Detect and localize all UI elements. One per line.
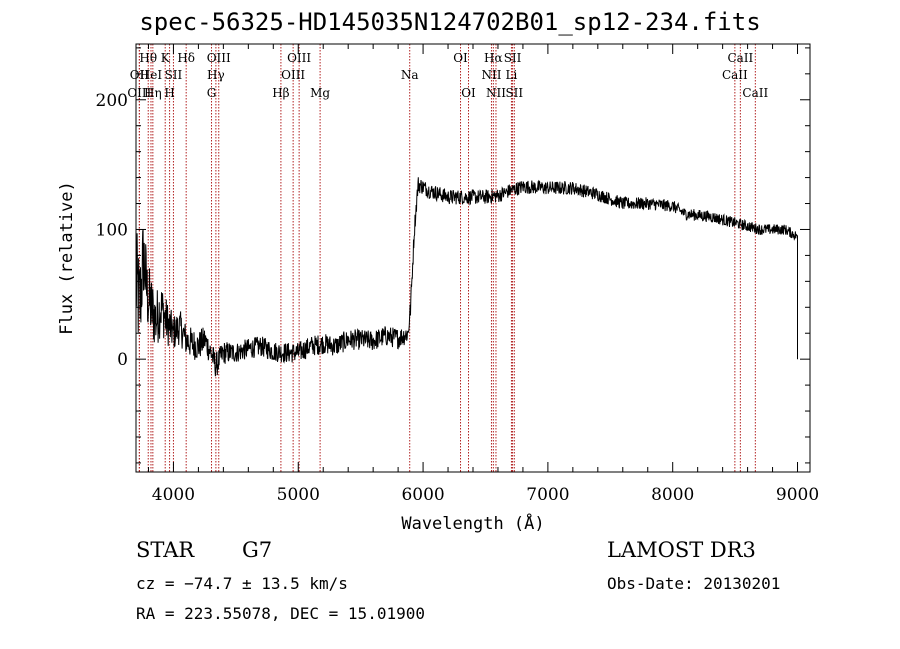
spectral-line-labels: OII Hθ OIII HeI Hη K SII H Hδ OIII Hγ G Hβ OIII OIII Mg…	[127, 51, 768, 100]
spectral-line-label: Hβ	[272, 86, 289, 100]
spectral-line-label: Hα	[484, 51, 503, 65]
spectrum-line	[135, 177, 798, 377]
y-tick-label: 0	[117, 350, 128, 370]
subclass: G7	[242, 538, 273, 562]
redshift-velocity: cz = −74.7 ± 13.5 km/s	[136, 574, 348, 593]
spectral-line-label: Hδ	[177, 51, 195, 65]
spectral-line-label: CaII	[722, 68, 748, 82]
spectral-line-label: CaII	[727, 51, 753, 65]
chart-title: spec-56325-HD145035N124702B01_sp12-234.f…	[139, 8, 761, 36]
x-axis-label: Wavelength (Å)	[401, 512, 544, 534]
spectral-line-label: OIII	[281, 68, 305, 82]
spectral-line-label: Hθ	[139, 51, 157, 65]
axis-tick-labels: 4000 5000 6000 7000 8000 9000 0 100 200	[96, 91, 820, 505]
y-tick-label: 100	[96, 220, 128, 240]
spectral-line-label: G	[207, 86, 217, 100]
x-tick-label: 7000	[526, 485, 569, 505]
spectral-line-label: SII	[165, 68, 183, 82]
spectral-line-markers	[138, 44, 756, 472]
x-tick-label: 9000	[776, 485, 819, 505]
spectral-line-label: Li	[506, 68, 518, 82]
spectral-line-label: OIII	[287, 51, 311, 65]
y-tick-label: 200	[96, 91, 128, 111]
spectral-line-label: OII	[130, 68, 150, 82]
spectral-line-label: OI	[453, 51, 468, 65]
spectral-line-label: Mg	[310, 86, 330, 100]
spectral-line-label: OI	[461, 86, 476, 100]
spectral-line-label: OIII	[207, 51, 231, 65]
spectral-line-label: NII	[486, 86, 506, 100]
plot-frame	[135, 43, 811, 473]
x-tick-label: 6000	[401, 485, 444, 505]
spectral-line-label: HeI	[140, 68, 163, 82]
survey-release: LAMOST DR3	[607, 538, 756, 562]
x-tick-label: 5000	[277, 485, 320, 505]
spectral-line-label: Hη	[144, 86, 162, 100]
spectral-line-label: Hγ	[207, 68, 225, 82]
object-class: STAR	[136, 538, 195, 562]
spectral-line-label: SII	[504, 51, 522, 65]
spectral-line-label: H	[164, 86, 174, 100]
x-tick-label: 4000	[152, 485, 195, 505]
ra-dec-coordinates: RA = 223.55078, DEC = 15.01900	[136, 604, 425, 623]
spectral-line-label: K	[161, 51, 171, 65]
spectral-line-label: CaII	[742, 86, 768, 100]
observation-date: Obs-Date: 20130201	[607, 574, 781, 593]
spectral-line-label: SII	[505, 86, 523, 100]
spectral-line-label: OIII	[127, 86, 151, 100]
x-tick-label: 8000	[651, 485, 694, 505]
spectral-line-label: NII	[481, 68, 501, 82]
y-axis-label: Flux (relative)	[57, 181, 77, 335]
spectral-line-label: Na	[401, 68, 419, 82]
axis-ticks	[136, 44, 810, 472]
